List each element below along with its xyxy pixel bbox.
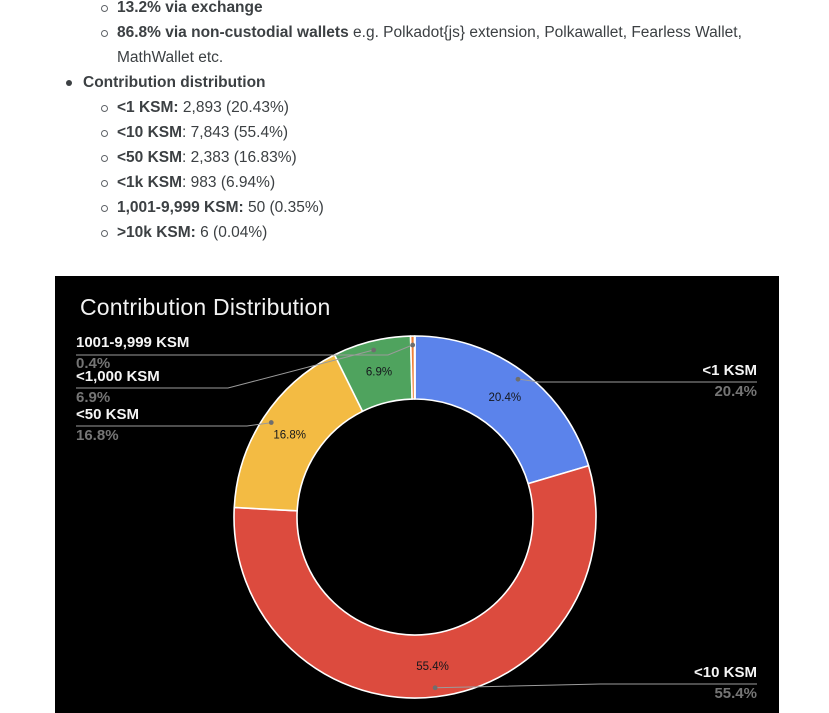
callout-lt10-ksm: <10 KSM 55.4% — [694, 664, 757, 703]
donut-chart[interactable]: 20.4% 55.4% 16.8% 6.9% — [55, 276, 779, 713]
slice-percent-label: 55.4% — [416, 661, 449, 673]
callout-label: <1,000 KSM — [76, 368, 160, 385]
slice-percent-label: 6.9% — [366, 366, 392, 378]
document-notes: 13.2% via exchange 86.8% via non-custodia… — [0, 0, 829, 245]
slice-percent-labels: 20.4% 55.4% 16.8% 6.9% — [273, 366, 521, 673]
bullet-icon — [101, 130, 108, 137]
callout-label: 1001-9,999 KSM — [76, 334, 190, 351]
callout-percent: 55.4% — [714, 685, 757, 702]
list-item: 13.2% via exchange — [0, 0, 829, 20]
callout-percent: 16.8% — [76, 427, 119, 444]
bullet-icon — [101, 30, 108, 37]
callout-lt1000-ksm: <1,000 KSM 6.9% — [76, 368, 160, 407]
list-item: >10k KSM: 6 (0.04%) — [0, 220, 829, 245]
donut-slices — [233, 335, 597, 699]
leader-line-lt10 — [435, 683, 757, 689]
bullet-icon — [101, 230, 108, 237]
callout-lt50-ksm: <50 KSM 16.8% — [76, 406, 139, 445]
bullet-list: 13.2% via exchange 86.8% via non-custodia… — [0, 0, 829, 245]
leader-line-1001-9999 — [76, 344, 413, 356]
anchor-dot — [432, 685, 438, 691]
list-item: Contribution distribution — [0, 70, 829, 95]
chart-panel: Contribution Distribution 20.4% 55.4% 16.8… — [55, 276, 779, 713]
donut-slice[interactable] — [233, 464, 597, 699]
list-item: <1k KSM: 983 (6.94%) — [0, 170, 829, 195]
list-item: <1 KSM: 2,893 (20.43%) — [0, 95, 829, 120]
callout-lt1-ksm: <1 KSM 20.4% — [702, 362, 757, 401]
callout-label: <10 KSM — [694, 664, 757, 681]
bullet-icon — [101, 5, 108, 12]
slice-percent-label: 20.4% — [489, 392, 522, 404]
anchor-dot — [410, 342, 416, 348]
bullet-icon — [66, 80, 72, 86]
anchor-dot — [371, 347, 377, 353]
leader-lines — [76, 344, 757, 689]
callout-percent: 20.4% — [714, 383, 757, 400]
bullet-icon — [101, 205, 108, 212]
leader-line-lt1000 — [76, 349, 374, 389]
callout-label: <50 KSM — [76, 406, 139, 423]
chart-title: Contribution Distribution — [80, 294, 331, 320]
callout-percent: 6.9% — [76, 389, 111, 406]
anchor-dot — [515, 376, 521, 382]
bullet-icon — [101, 155, 108, 162]
bullet-icon — [101, 180, 108, 187]
anchor-dot — [268, 420, 274, 425]
leader-line-lt1 — [517, 378, 757, 383]
bullet-icon — [101, 105, 108, 112]
donut-slice[interactable] — [414, 335, 590, 485]
callout-1001-9999-ksm: 1001-9,999 KSM 0.4% — [76, 334, 189, 373]
callout-label: <1 KSM — [702, 362, 757, 379]
list-item: <50 KSM: 2,383 (16.83%) — [0, 145, 829, 170]
anchor-dots — [268, 342, 521, 691]
list-item: 86.8% via non-custodial wallets e.g. Pol… — [0, 20, 829, 70]
leader-line-lt50 — [76, 422, 272, 427]
list-item: 1,001-9,999 KSM: 50 (0.35%) — [0, 195, 829, 220]
slice-percent-label: 16.8% — [273, 430, 306, 442]
callout-percent: 0.4% — [76, 355, 111, 372]
list-item: <10 KSM: 7,843 (55.4%) — [0, 120, 829, 145]
